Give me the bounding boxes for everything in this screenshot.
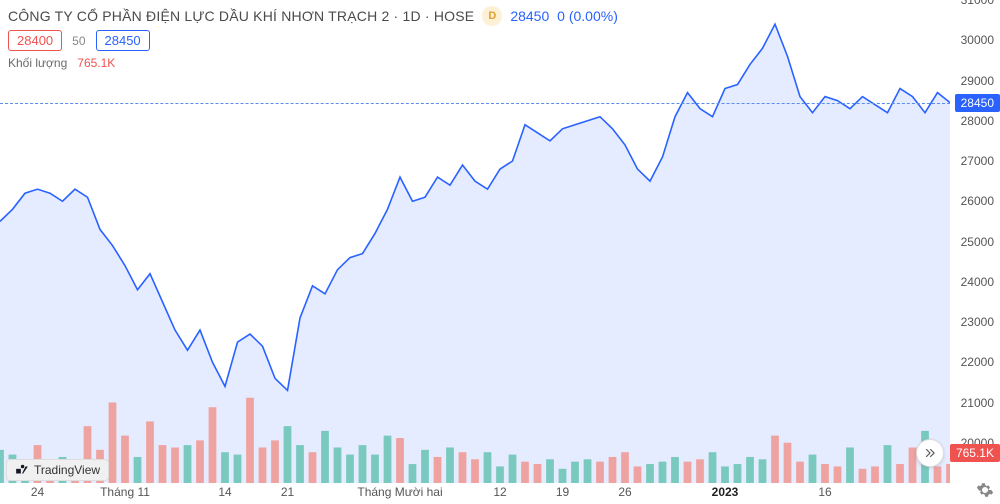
tradingview-badge[interactable]: TradingView xyxy=(6,459,109,481)
settings-button[interactable] xyxy=(976,481,994,499)
x-tick: 21 xyxy=(281,485,294,499)
price-change: 0 (0.00%) xyxy=(557,8,618,24)
y-tick: 31000 xyxy=(961,0,994,7)
interval-badge[interactable]: D xyxy=(482,6,502,26)
y-tick: 26000 xyxy=(961,194,994,208)
x-tick: 14 xyxy=(218,485,231,499)
x-tick: 19 xyxy=(556,485,569,499)
x-tick: 12 xyxy=(493,485,506,499)
x-tick: 2023 xyxy=(712,485,739,499)
price-value: 28450 xyxy=(510,8,549,24)
chart-title: CÔNG TY CỔ PHẦN ĐIỆN LỰC DẦU KHÍ NHƠN TR… xyxy=(8,8,474,24)
y-tick: 29000 xyxy=(961,74,994,88)
current-price-line xyxy=(0,103,950,104)
y-tick: 28000 xyxy=(961,114,994,128)
tradingview-logo-icon xyxy=(15,463,29,477)
y-tick: 23000 xyxy=(961,315,994,329)
x-tick: Tháng Mười hai xyxy=(357,485,442,499)
spread-value: 50 xyxy=(72,34,85,48)
volume-label: Khối lượng xyxy=(8,56,67,70)
x-tick: 26 xyxy=(618,485,631,499)
x-tick: Tháng 11 xyxy=(100,485,150,499)
ask-pill[interactable]: 28450 xyxy=(96,30,150,51)
tradingview-text: TradingView xyxy=(34,463,100,477)
volume-value: 765.1K xyxy=(77,56,115,70)
y-axis: 2000021000220002300024000250002600027000… xyxy=(950,0,1000,501)
price-line-chart xyxy=(0,0,950,501)
x-tick: 24 xyxy=(31,485,44,499)
x-axis: 24 Tháng 11 14 21 Tháng Mười hai 12 19 26 2023 16 xyxy=(0,483,950,501)
y-tick: 30000 xyxy=(961,33,994,47)
y-tick: 27000 xyxy=(961,154,994,168)
scroll-right-button[interactable] xyxy=(916,439,944,467)
y-tick: 21000 xyxy=(961,396,994,410)
chart-area[interactable] xyxy=(0,0,950,501)
gear-icon xyxy=(976,481,994,499)
y-tick: 25000 xyxy=(961,235,994,249)
x-tick: 16 xyxy=(818,485,831,499)
current-price-tag: 28450 xyxy=(955,94,1000,112)
y-tick: 22000 xyxy=(961,355,994,369)
header-price: 28450 0 (0.00%) xyxy=(510,8,618,24)
y-tick: 24000 xyxy=(961,275,994,289)
volume-tag: 765.1K xyxy=(950,444,1000,462)
chevrons-right-icon xyxy=(923,446,937,460)
bid-pill[interactable]: 28400 xyxy=(8,30,62,51)
